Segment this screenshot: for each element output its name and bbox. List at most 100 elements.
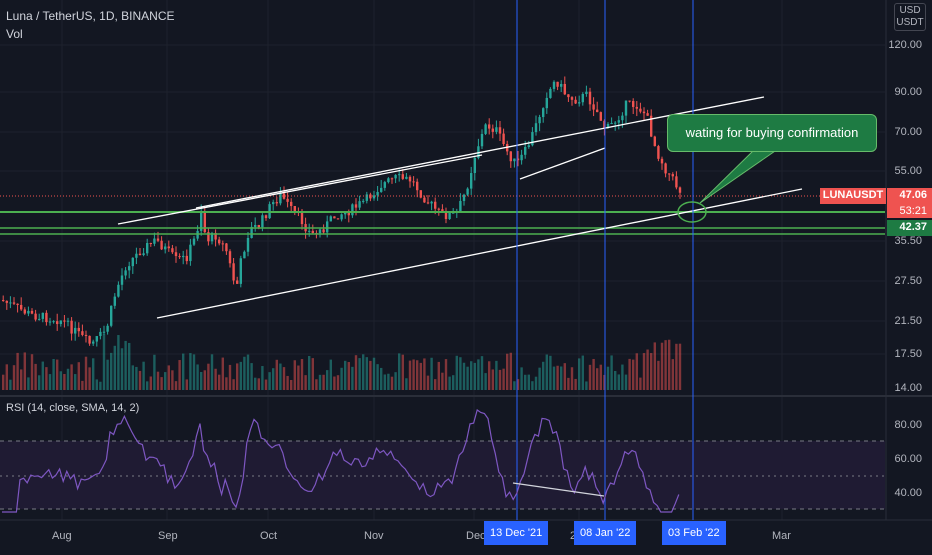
volume-bar: [282, 367, 286, 390]
candle-body: [239, 258, 242, 284]
volume-bar: [495, 360, 498, 390]
candle-body: [563, 83, 566, 95]
candle-body: [110, 305, 113, 326]
volume-bar: [142, 361, 145, 390]
candle-body: [102, 331, 106, 333]
date-marker-13-dec[interactable]: 13 Dec '21: [484, 521, 549, 545]
volume-bar: [117, 335, 120, 390]
annotation-callout[interactable]: wating for buying confirmation: [667, 114, 877, 152]
volume-bar: [423, 358, 426, 390]
rsi-line: [2, 409, 680, 513]
candle-body: [552, 81, 556, 89]
candle-body: [578, 102, 581, 104]
candle-body: [452, 212, 455, 214]
rsi-tick: 60.00: [894, 453, 922, 465]
volume-bar: [336, 375, 340, 390]
volume-bar: [376, 364, 379, 390]
lower-trend-segment[interactable]: [519, 147, 606, 180]
channel-top-line[interactable]: [117, 154, 483, 225]
candle-body: [660, 158, 664, 164]
candle-body: [200, 212, 203, 231]
callout-pointer: [699, 148, 780, 204]
volume-bar: [459, 357, 462, 390]
candle-body: [441, 209, 444, 213]
volume-bar: [45, 367, 48, 390]
candlestick-series[interactable]: [2, 76, 682, 347]
candle-body: [308, 230, 311, 232]
volume-bar: [473, 362, 476, 390]
volume-bar: [66, 368, 70, 390]
volume-bar: [650, 353, 653, 390]
candle-body: [610, 123, 613, 125]
volume-bar: [578, 358, 581, 390]
candle-body: [362, 200, 365, 202]
currency-selector[interactable]: USD USDT: [894, 3, 926, 31]
symbol-legend[interactable]: Luna / TetherUS, 1D, BINANCE: [6, 9, 175, 23]
volume-bar: [603, 374, 606, 390]
rsi-legend[interactable]: RSI (14, close, SMA, 14, 2): [6, 402, 140, 414]
volume-bar: [297, 365, 300, 390]
candle-body: [149, 243, 152, 245]
volume-bar: [545, 354, 548, 390]
volume-bar: [621, 364, 624, 390]
symbol-tag-bg: [820, 188, 886, 204]
volume-bar: [322, 374, 325, 390]
volume-bar: [56, 359, 59, 390]
volume-bar: [509, 352, 512, 390]
volume-bar: [581, 355, 584, 390]
channel-bottom-line[interactable]: [156, 188, 803, 319]
volume-bar: [326, 370, 329, 390]
candle-body: [300, 212, 304, 225]
candle-body: [513, 158, 516, 162]
candle-body: [9, 302, 12, 304]
volume-bar: [34, 363, 37, 390]
volume-bar: [272, 368, 275, 390]
candle-body: [12, 302, 16, 304]
candle-body: [484, 124, 487, 134]
candle-body: [462, 194, 466, 201]
month-label: Dec: [466, 530, 486, 542]
volume-bar: [387, 373, 390, 390]
volume-bar: [106, 359, 109, 390]
volume-bar: [639, 377, 642, 390]
volume-legend[interactable]: Vol: [6, 27, 23, 41]
candle-body: [16, 303, 19, 305]
candle-body: [470, 173, 473, 189]
volume-bar: [192, 354, 196, 390]
volume-bar: [167, 365, 170, 390]
candle-body: [675, 176, 678, 188]
candle-body: [621, 115, 624, 121]
candle-body: [412, 181, 415, 183]
volume-bar: [138, 370, 142, 390]
candle-body: [246, 237, 250, 252]
volume-bar: [513, 381, 516, 390]
candle-body: [678, 187, 682, 193]
date-marker-08-jan[interactable]: 08 Jan '22: [574, 521, 637, 545]
candle-body: [27, 310, 30, 314]
candle-body: [642, 111, 646, 114]
volume-bar: [70, 364, 73, 390]
volume-bar: [434, 379, 437, 390]
rsi-divergence-line[interactable]: [512, 482, 605, 497]
candle-body: [333, 216, 336, 219]
volume-bar: [77, 362, 80, 390]
candle-body: [290, 201, 293, 207]
volume-bar: [38, 375, 41, 390]
candle-body: [250, 226, 253, 238]
target-ellipse[interactable]: [677, 201, 707, 223]
candle-body: [599, 112, 602, 121]
candle-body: [344, 211, 347, 215]
volume-bar: [304, 375, 307, 390]
date-marker-03-feb[interactable]: 03 Feb '22: [662, 521, 726, 545]
candle-body: [588, 91, 592, 105]
volume-bar: [362, 354, 365, 390]
volume-bar: [221, 357, 224, 390]
volume-bar: [408, 360, 412, 390]
candle-body: [614, 122, 617, 124]
candle-body: [419, 190, 422, 198]
candle-body: [603, 120, 606, 128]
candle-body: [225, 243, 228, 252]
candle-body: [668, 173, 671, 175]
